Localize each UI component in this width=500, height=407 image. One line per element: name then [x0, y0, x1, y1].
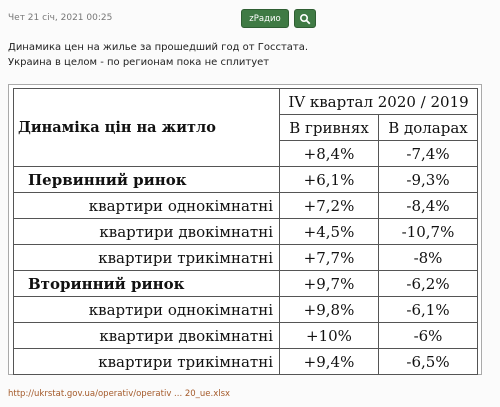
row-label: квартири трикімнатні: [13, 244, 280, 271]
cell-usd: -6,2%: [378, 270, 478, 297]
source-link[interactable]: http://ukrstat.gov.ua/operativ/operativ …: [8, 389, 231, 399]
cell-usd: -6,1%: [378, 296, 478, 323]
row-label: квартири однокімнатні: [13, 192, 280, 219]
period-header: IV квартал 2020 / 2019: [279, 88, 478, 115]
table-row: квартири трикімнатні +9,4% -6,5%: [13, 348, 478, 375]
row-label: квартири однокімнатні: [13, 296, 280, 323]
table-title: Динаміка цін на житло: [13, 88, 280, 167]
row-label: квартири двокімнатні: [13, 322, 280, 349]
search-button[interactable]: [294, 9, 316, 28]
row-label: Вторинний ринок: [13, 270, 280, 297]
cell-uah: +7,7%: [279, 244, 379, 271]
row-label: Первинний ринок: [13, 166, 280, 193]
cell-uah: +10%: [279, 322, 379, 349]
cell-usd: -9,3%: [378, 166, 478, 193]
cell-uah: +9,8%: [279, 296, 379, 323]
cell-usd: -6,5%: [378, 348, 478, 375]
cell-usd: -6%: [378, 322, 478, 349]
cell-usd: -10,7%: [378, 218, 478, 245]
table-row: квартири трикімнатні +7,7% -8%: [13, 244, 478, 271]
post-line: Украина в целом - по регионам пока не сп…: [8, 57, 270, 68]
cell-usd: -8%: [378, 244, 478, 271]
cell-uah: +9,7%: [279, 270, 379, 297]
magnifier-gear-icon: [299, 13, 311, 24]
cell-uah: +6,1%: [279, 166, 379, 193]
post-line: Динамика цен на жилье за прошедший год о…: [8, 42, 309, 53]
row-label: квартири двокімнатні: [13, 218, 280, 245]
table-row: квартири однокімнатні +9,8% -6,1%: [13, 296, 478, 323]
cell-usd: -7,4%: [378, 140, 478, 167]
price-dynamics-table: Динаміка цін на житло IV квартал 2020 / …: [13, 88, 478, 375]
radio-button[interactable]: zРадио: [241, 9, 289, 28]
table-row: квартири однокімнатні +7,2% -8,4%: [13, 192, 478, 219]
col-uah-header: В гривнях: [279, 114, 379, 141]
table-row: квартири двокімнатні +10% -6%: [13, 322, 478, 349]
cell-uah: +9,4%: [279, 348, 379, 375]
cell-usd: -8,4%: [378, 192, 478, 219]
row-label: квартири трикімнатні: [13, 348, 280, 375]
table-row: квартири двокімнатні +4,5% -10,7%: [13, 218, 478, 245]
table-row: Вторинний ринок +9,7% -6,2%: [13, 270, 478, 297]
cell-uah: +7,2%: [279, 192, 379, 219]
table-row: Первинний ринок +6,1% -9,3%: [13, 166, 478, 193]
post-body: Динамика цен на жилье за прошедший год о…: [8, 40, 318, 70]
col-usd-header: В доларах: [378, 114, 478, 141]
cell-uah: +8,4%: [279, 140, 379, 167]
post-timestamp: Чет 21 січ, 2021 00:25: [8, 13, 113, 23]
cell-uah: +4,5%: [279, 218, 379, 245]
price-table-image: Динаміка цін на житло IV квартал 2020 / …: [8, 84, 482, 375]
